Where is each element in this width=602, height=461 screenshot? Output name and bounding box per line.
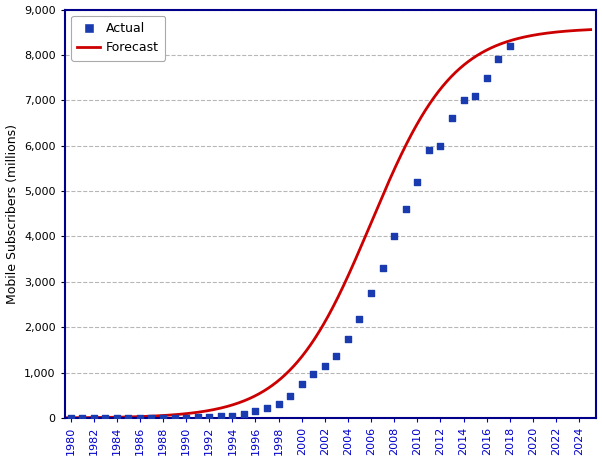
Point xyxy=(205,414,214,421)
Point xyxy=(216,413,226,420)
Point xyxy=(401,206,411,213)
Point xyxy=(320,362,330,370)
Point xyxy=(482,74,491,81)
Y-axis label: Mobile Subscribers (millions): Mobile Subscribers (millions) xyxy=(5,124,19,304)
Point xyxy=(77,414,87,422)
Point xyxy=(101,414,110,422)
Point xyxy=(332,353,341,360)
Point xyxy=(158,414,168,421)
Point xyxy=(447,115,457,122)
Point xyxy=(123,414,133,422)
Point xyxy=(389,233,399,240)
Point xyxy=(228,412,237,419)
Point xyxy=(412,178,422,186)
Point xyxy=(366,290,376,297)
Point xyxy=(89,414,99,422)
Point xyxy=(170,414,179,421)
Point xyxy=(505,42,515,49)
Point xyxy=(193,414,202,421)
Point xyxy=(343,335,353,343)
Point xyxy=(135,414,144,422)
Point xyxy=(424,147,433,154)
Point xyxy=(378,265,388,272)
Point xyxy=(239,410,249,418)
Point xyxy=(436,142,445,149)
Legend: Actual, Forecast: Actual, Forecast xyxy=(71,16,166,60)
Point xyxy=(355,315,364,322)
Point xyxy=(181,414,191,421)
Point xyxy=(262,405,272,412)
Point xyxy=(147,414,157,421)
Point xyxy=(308,371,318,378)
Point xyxy=(250,408,260,415)
Point xyxy=(470,92,480,100)
Point xyxy=(285,392,295,400)
Point xyxy=(112,414,122,422)
Point xyxy=(66,414,75,422)
Point xyxy=(459,97,468,104)
Point xyxy=(274,400,284,407)
Point xyxy=(494,56,503,63)
Point xyxy=(297,381,306,388)
